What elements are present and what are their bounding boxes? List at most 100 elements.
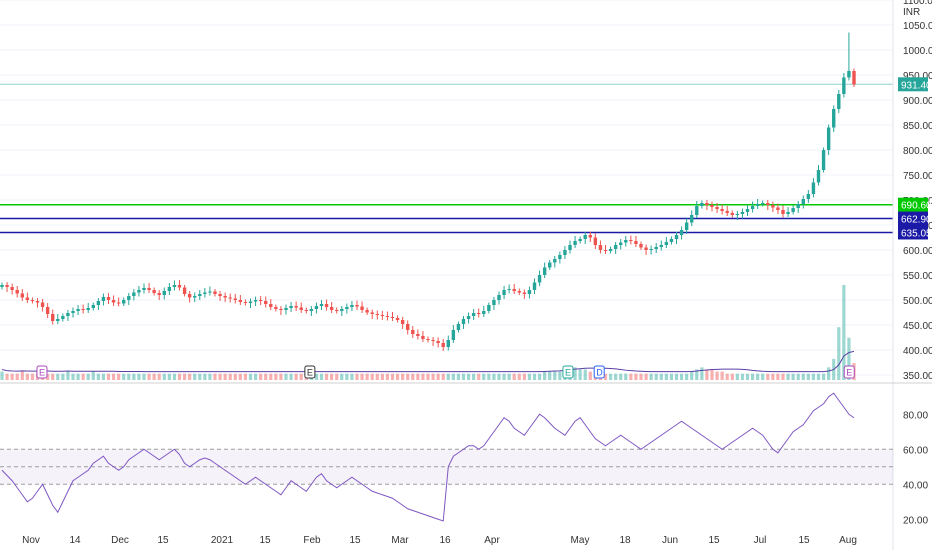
volume-bar	[654, 373, 658, 380]
volume-bar	[472, 373, 476, 380]
volume-bar	[86, 373, 90, 380]
level-tag	[898, 197, 928, 212]
event-marker	[562, 365, 574, 379]
volume-bar	[507, 373, 511, 380]
rsi-line	[1, 392, 855, 522]
candle-body	[750, 206, 755, 209]
volume-bar	[614, 373, 618, 380]
candle-body	[451, 330, 456, 340]
volume-bar	[142, 373, 146, 380]
candle-body	[142, 288, 146, 290]
volume-bar	[756, 373, 760, 380]
volume-ma-line	[1, 350, 855, 373]
volume-bar	[248, 373, 253, 380]
volume-bar	[842, 285, 846, 380]
candle-body	[781, 210, 785, 214]
volume-bar	[56, 373, 60, 380]
volume-bar	[791, 373, 795, 380]
volume-bar	[690, 371, 694, 380]
candle-body	[25, 297, 30, 300]
candle-body	[91, 305, 95, 308]
candle-body	[5, 285, 9, 287]
volume-bar	[629, 373, 633, 380]
candle-body	[243, 302, 248, 303]
volume-bar	[740, 373, 745, 380]
volume-bar	[466, 373, 471, 380]
candle-body	[492, 300, 496, 305]
candle-body	[45, 307, 50, 314]
volume-bar	[750, 373, 755, 380]
time-tick-label: 15	[259, 535, 271, 546]
candle-body	[624, 240, 628, 243]
price-tick-label: 800.00	[903, 146, 932, 157]
candle-body	[446, 340, 450, 347]
candle-body	[461, 319, 466, 324]
volume-bar	[253, 373, 258, 380]
candle-body	[208, 291, 212, 293]
time-axis[interactable]: Nov 14 Dec 15 2021 15 Feb 15 Mar 16 Apr May 18 Jun 15 J…	[22, 535, 857, 546]
volume-bar	[527, 373, 532, 380]
candle-body	[639, 244, 643, 248]
rsi-pane	[0, 392, 893, 522]
volume-bar	[218, 373, 222, 380]
currency-label: INR	[903, 7, 920, 18]
rsi-axis[interactable]: 20.00 40.00 60.00 80.00	[903, 410, 928, 526]
volume-bar	[827, 367, 831, 380]
volume-bar	[71, 373, 75, 380]
candle-body	[177, 285, 182, 288]
candle-body	[172, 285, 177, 287]
volume-bar	[710, 369, 714, 380]
candle-body	[86, 308, 90, 310]
candle-body	[471, 313, 476, 316]
price-axis[interactable]: 350.00400.00450.00500.00550.00600.00650.…	[892, 0, 932, 550]
volume-bar	[274, 373, 278, 380]
candle-body	[233, 298, 237, 300]
volume-bar	[46, 373, 50, 380]
candle-body	[299, 307, 303, 310]
volume-bar	[583, 369, 587, 380]
candle-body	[634, 241, 638, 244]
volume-bar	[421, 373, 425, 380]
price-tick-label: 550.00	[903, 271, 932, 282]
time-tick-label: 2021	[211, 535, 234, 546]
candle-body	[730, 213, 734, 215]
volume-bar	[512, 373, 516, 380]
volume-bar	[61, 373, 65, 380]
volume-bar	[264, 373, 268, 380]
candle-body	[593, 237, 598, 245]
volume-bar	[558, 371, 562, 380]
candle-body	[786, 212, 790, 214]
candle-body	[674, 235, 679, 239]
candle-body	[796, 204, 800, 208]
candle-body	[395, 318, 400, 320]
volume-bar	[543, 371, 547, 380]
candle-body	[527, 290, 532, 294]
candle-body	[598, 245, 603, 250]
candle-body	[20, 293, 24, 298]
volume-bar	[603, 373, 608, 380]
volume-bar	[370, 373, 374, 380]
volume-bar	[766, 373, 770, 380]
volume-bar	[25, 373, 29, 380]
volume-bar	[330, 373, 334, 380]
volume-bar	[81, 373, 85, 380]
candle-body	[30, 300, 35, 301]
time-tick-label: Jul	[754, 535, 767, 546]
candle-body	[700, 203, 704, 206]
candle-body	[81, 309, 85, 310]
price-grid	[0, 0, 893, 376]
volume-bar	[350, 373, 354, 380]
candle-body	[740, 212, 745, 214]
price-tick-label: 950.00	[903, 71, 932, 82]
candle-body	[619, 242, 623, 245]
volume-bar	[5, 373, 9, 380]
candle-body	[548, 262, 552, 268]
time-tick-label: 15	[798, 535, 810, 546]
candle-body	[340, 309, 344, 311]
volume-bar	[806, 373, 810, 380]
candle-body	[253, 300, 258, 302]
candle-body	[274, 307, 278, 309]
candle-body	[309, 309, 314, 311]
volume-bar	[745, 373, 750, 380]
